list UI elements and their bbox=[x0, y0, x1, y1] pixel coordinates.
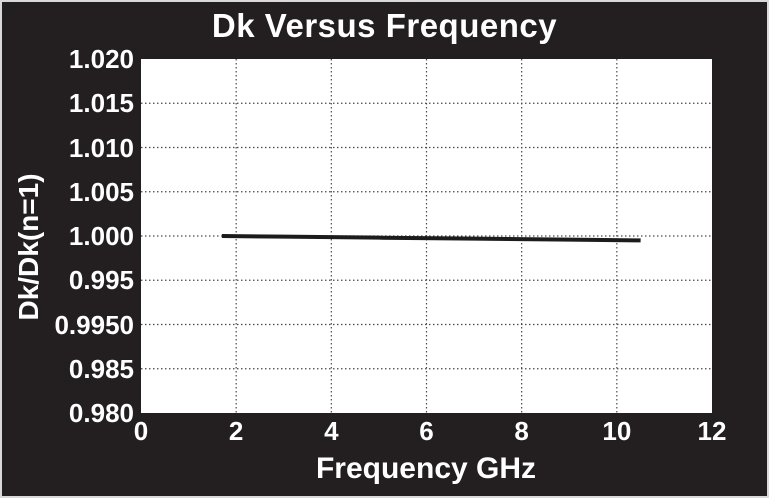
y-tick-label: 0.985 bbox=[68, 353, 134, 384]
chart-title: Dk Versus Frequency bbox=[211, 7, 558, 44]
y-tick-label: 1.015 bbox=[68, 88, 134, 119]
x-tick-label: 8 bbox=[514, 416, 529, 446]
data-line bbox=[221, 234, 641, 243]
y-tick-label: 0.980 bbox=[68, 398, 134, 428]
x-tick-label: 12 bbox=[697, 416, 727, 446]
y-tick-label: 0.995 bbox=[68, 265, 134, 296]
x-tick-label: 2 bbox=[228, 416, 244, 446]
y-tick-label: 1.005 bbox=[68, 176, 134, 207]
x-axis-label: Frequency GHz bbox=[315, 452, 537, 485]
x-tick-label: 6 bbox=[419, 416, 434, 446]
y-tick-label: 0.9950 bbox=[54, 309, 134, 340]
x-tick-label: 0 bbox=[133, 416, 149, 446]
y-tick-label: 1.010 bbox=[68, 132, 134, 163]
plot-canvas bbox=[141, 59, 712, 413]
x-tick-label: 4 bbox=[324, 416, 339, 446]
x-tick-label: 10 bbox=[602, 416, 632, 446]
y-tick-label: 1.000 bbox=[68, 221, 134, 251]
plot-area bbox=[141, 59, 712, 413]
y-tick-label: 1.020 bbox=[68, 44, 134, 74]
